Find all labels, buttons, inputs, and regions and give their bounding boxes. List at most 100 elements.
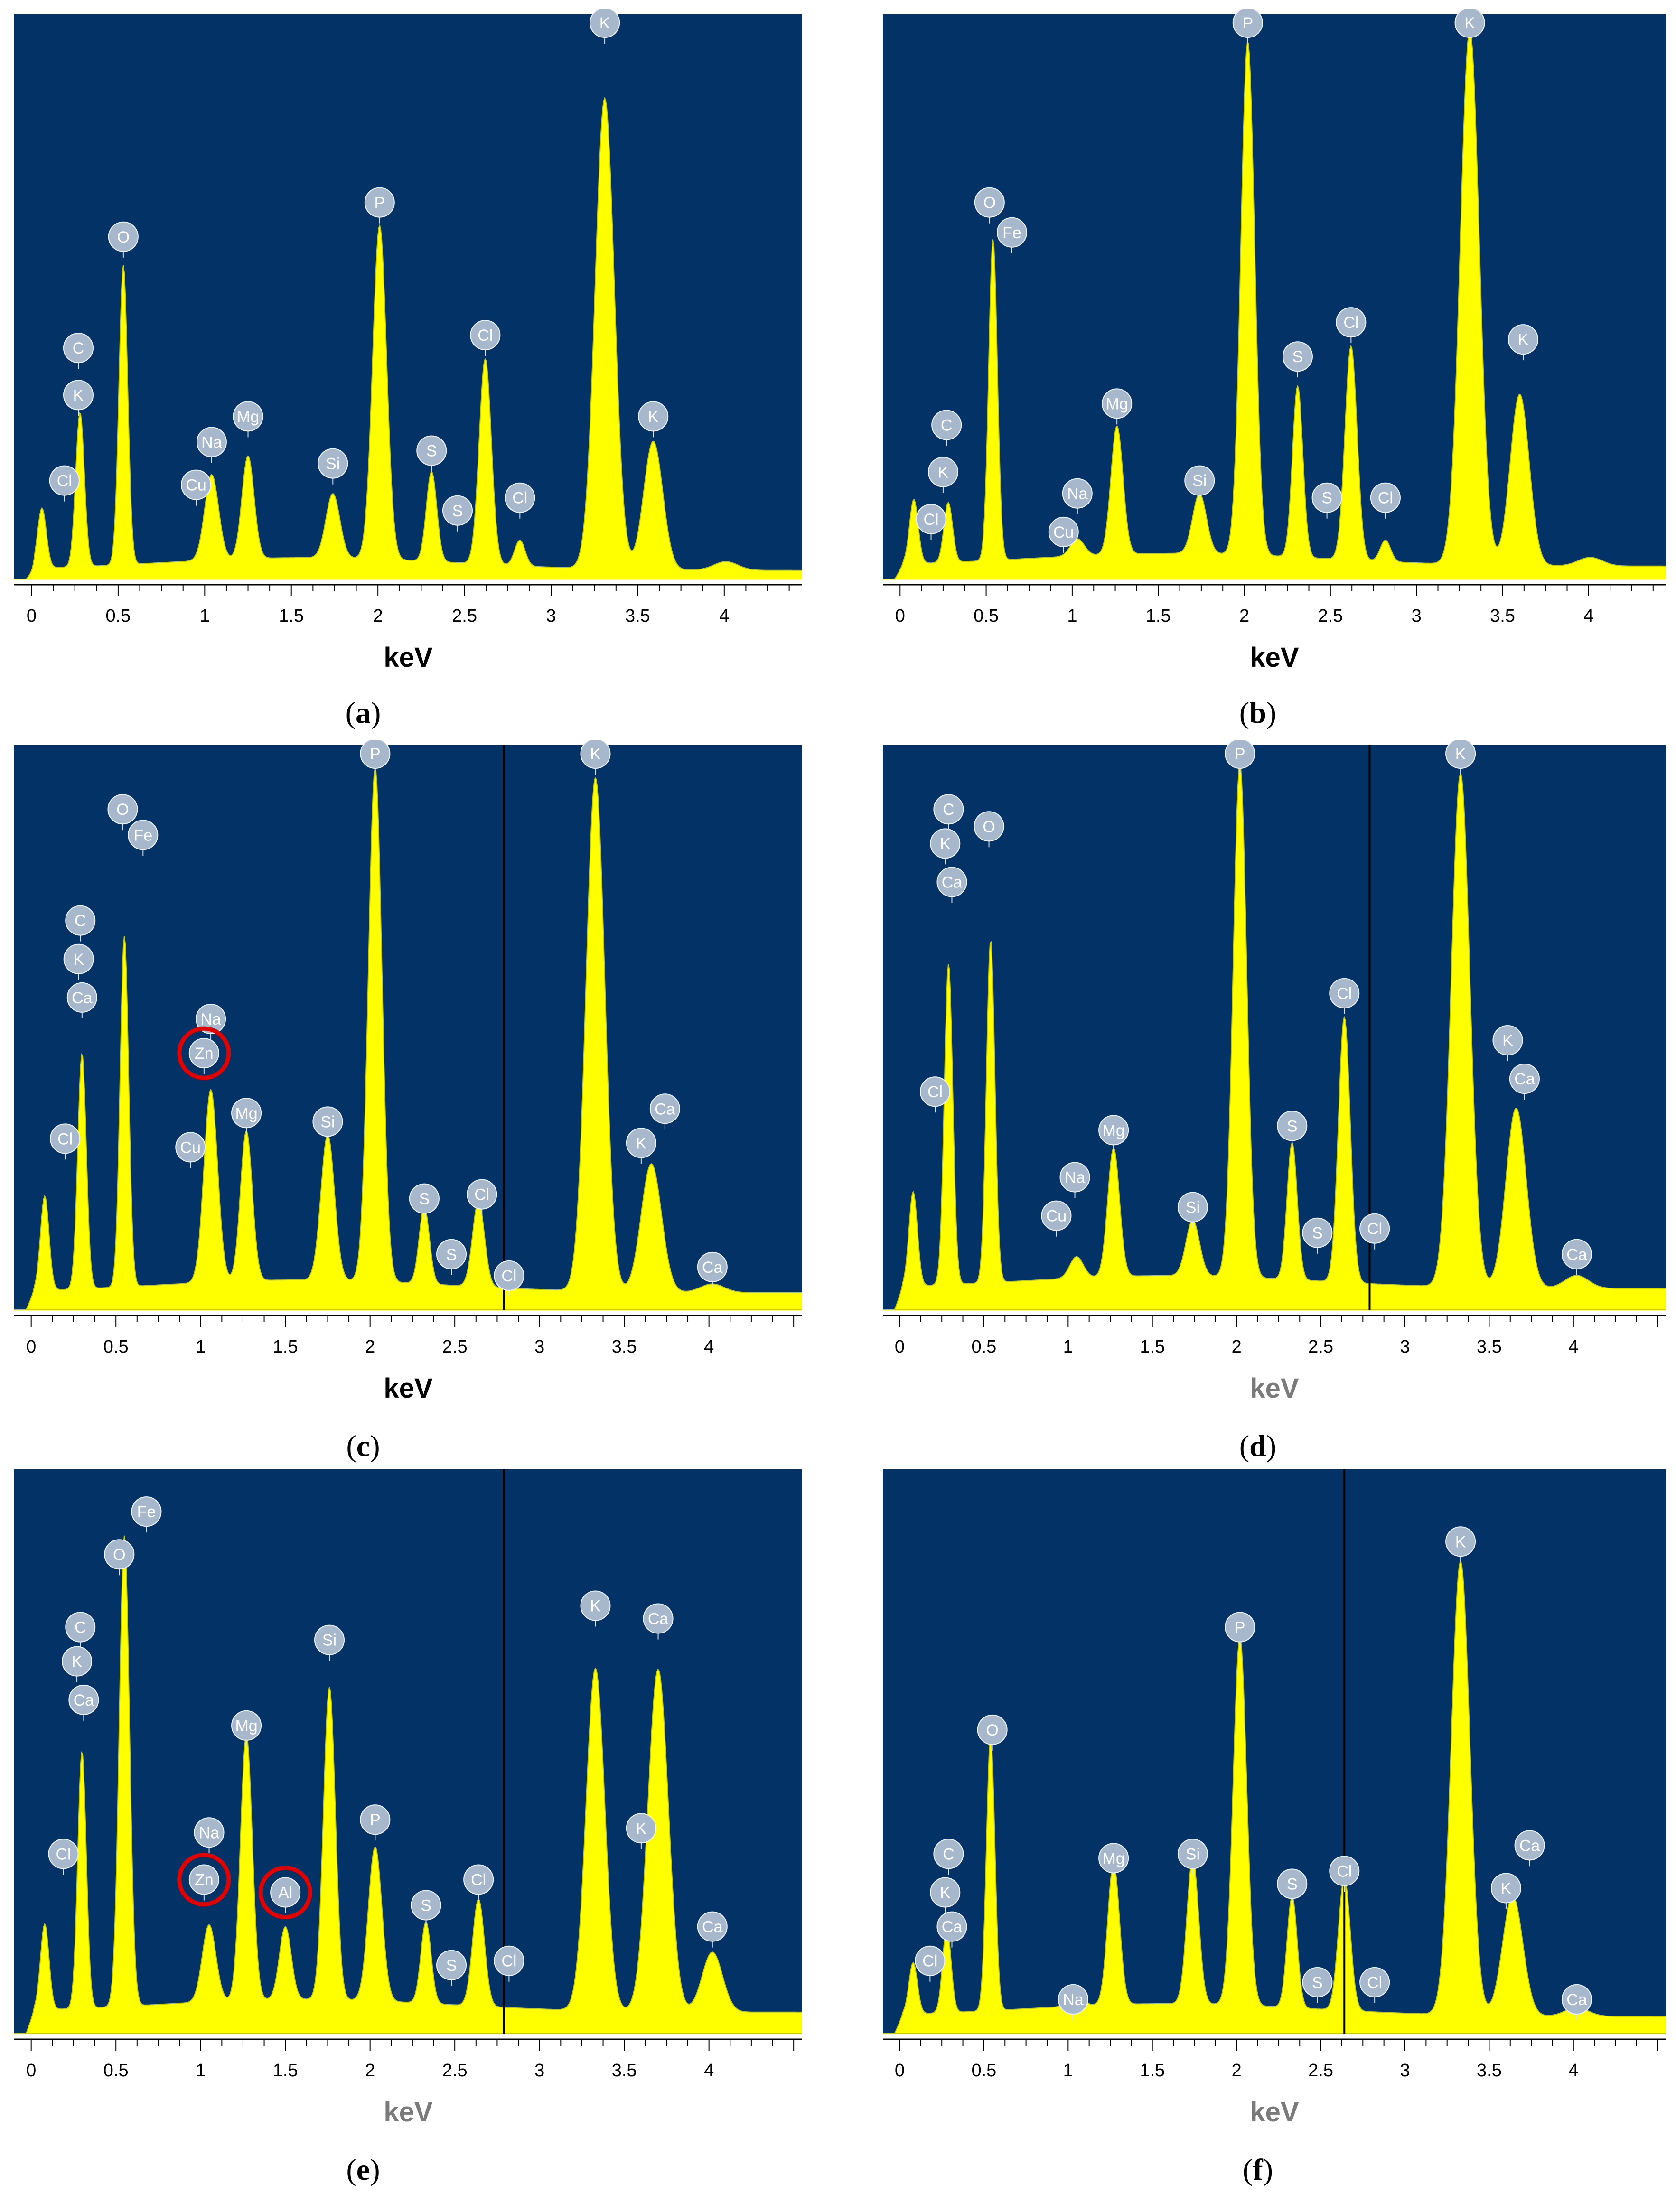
peak-label-badge bbox=[188, 1864, 219, 1895]
x-tick-label: 2.5 bbox=[442, 2061, 468, 2081]
peak-label-o: O bbox=[977, 1714, 1008, 1751]
x-tick-label: 0 bbox=[27, 606, 37, 626]
peak-label-c: C bbox=[933, 1839, 964, 1875]
peak-label-k: K bbox=[1508, 324, 1539, 361]
peak-label-text: Cl bbox=[474, 1186, 489, 1204]
peak-label-text: Si bbox=[1192, 472, 1207, 490]
caption-letter: a bbox=[356, 696, 371, 729]
peak-label-text: Ca bbox=[702, 1259, 723, 1277]
peak-label-c: C bbox=[931, 410, 962, 446]
peak-label-ca: Ca bbox=[936, 1911, 967, 1948]
peak-label-p: P bbox=[360, 740, 391, 775]
peak-label-text: O bbox=[983, 194, 996, 212]
peak-label-badge bbox=[1302, 1967, 1333, 1997]
peak-label-badge bbox=[233, 401, 263, 432]
peak-label-k: K bbox=[580, 740, 611, 775]
spectrum-c: Cl Ca K C OFe Na Zn Cu Mg Si P S S Cl Cl K Ca K Ca 0 0.5 1 1.5… bbox=[14, 740, 802, 1404]
peak-label-text: K bbox=[940, 835, 951, 853]
x-tick-label: 4 bbox=[1568, 2061, 1578, 2081]
plot-background bbox=[883, 14, 1666, 579]
peak-label-cl: Cl bbox=[1329, 1856, 1360, 1892]
caption-b: (b) bbox=[1239, 696, 1277, 729]
peak-label-text: Cl bbox=[1367, 1974, 1382, 1992]
peak-label-k: K bbox=[930, 828, 961, 865]
peak-label-badge bbox=[409, 1183, 440, 1214]
x-tick-label: 1 bbox=[1067, 606, 1077, 626]
x-tick-label: 2 bbox=[373, 606, 383, 626]
peak-label-text: Na bbox=[201, 434, 222, 452]
peak-label-text: K bbox=[590, 1597, 601, 1615]
peak-label-mg: Mg bbox=[233, 401, 263, 438]
peak-label-fe: Fe bbox=[131, 1496, 162, 1533]
peak-label-badge bbox=[936, 1911, 967, 1942]
peak-label-mg: Mg bbox=[231, 1098, 262, 1134]
x-tick-label: 3 bbox=[1412, 606, 1422, 626]
peak-label-mg: Mg bbox=[1102, 388, 1133, 425]
peak-label-cl: Cl bbox=[49, 465, 80, 502]
peak-label-cl: Cl bbox=[50, 1123, 81, 1160]
peak-label-ca: Ca bbox=[936, 867, 967, 903]
x-tick-label: 4 bbox=[1583, 606, 1593, 626]
peak-label-badge bbox=[364, 187, 395, 218]
peak-label-text: Mg bbox=[235, 1104, 257, 1122]
peak-label-badge bbox=[196, 1003, 226, 1034]
spectrum-curve bbox=[883, 764, 1666, 1310]
peak-label-text: K bbox=[636, 1820, 647, 1838]
peak-label-text: S bbox=[1287, 1875, 1298, 1893]
peak-label-p: P bbox=[1232, 9, 1263, 44]
spectrum-curve bbox=[883, 28, 1666, 579]
peak-label-badge bbox=[188, 1038, 219, 1069]
peak-label-cl: Cl bbox=[463, 1864, 494, 1901]
peak-label-cl: Cl bbox=[1370, 482, 1401, 519]
peak-label-badge bbox=[1277, 1111, 1308, 1141]
peak-label-badge bbox=[931, 410, 962, 440]
peak-label-text: Ca bbox=[72, 989, 93, 1007]
peak-label-text: P bbox=[370, 745, 381, 763]
peak-label-text: S bbox=[419, 1190, 430, 1208]
peak-label-badge bbox=[411, 1890, 441, 1921]
peak-label-text: K bbox=[73, 951, 84, 969]
peak-label-badge bbox=[1509, 1064, 1540, 1094]
peak-label-text: K bbox=[1455, 1533, 1466, 1551]
x-tick-label: 3.5 bbox=[612, 2061, 637, 2081]
peak-label-badge bbox=[1098, 1115, 1129, 1146]
peak-label-badge bbox=[930, 1877, 961, 1908]
peak-label-zn: Zn bbox=[177, 1852, 231, 1906]
peak-label-badge bbox=[63, 943, 94, 974]
peak-label-badge bbox=[580, 740, 611, 769]
peak-label-k: K bbox=[1445, 740, 1476, 775]
peak-label-s: S bbox=[442, 495, 473, 532]
peak-label-p: P bbox=[360, 1804, 391, 1841]
x-axis-title: keV bbox=[384, 642, 433, 673]
peak-label-cl: Cl bbox=[470, 320, 501, 356]
peak-label-k: K bbox=[638, 401, 669, 438]
peak-label-text: Ca bbox=[74, 1691, 94, 1709]
peak-label-badge bbox=[65, 905, 96, 936]
peak-label-si: Si bbox=[312, 1106, 343, 1143]
peak-label-text: P bbox=[374, 194, 385, 212]
peak-label-k: K bbox=[580, 1590, 611, 1627]
x-tick-label: 2.5 bbox=[1308, 1337, 1333, 1357]
peak-label-text: O bbox=[983, 818, 995, 836]
peak-label-badge bbox=[63, 380, 94, 411]
caption-letter: d bbox=[1249, 1429, 1266, 1463]
x-tick-label: 1 bbox=[196, 2061, 206, 2081]
peak-label-text: Ca bbox=[702, 1918, 723, 1936]
peak-label-badge bbox=[1058, 1984, 1088, 2015]
peak-label-text: Cl bbox=[57, 472, 72, 490]
caption-a: (a) bbox=[345, 696, 381, 729]
peak-label-s: S bbox=[1302, 1967, 1333, 2003]
x-tick-label: 0 bbox=[895, 2061, 905, 2081]
peak-label-text: S bbox=[446, 1246, 457, 1264]
peak-label-p: P bbox=[1225, 740, 1255, 775]
peak-label-text: Si bbox=[322, 1632, 337, 1650]
peak-label-text: Cl bbox=[1378, 489, 1393, 507]
peak-label-s: S bbox=[416, 435, 447, 472]
peak-label-badge bbox=[108, 221, 139, 252]
peak-label-o: O bbox=[107, 794, 138, 831]
peak-label-ca: Ca bbox=[1561, 1984, 1592, 2020]
peak-label-text: Cl bbox=[56, 1845, 71, 1863]
peak-label-text: Cl bbox=[1337, 1862, 1352, 1880]
plot-background bbox=[14, 14, 802, 579]
